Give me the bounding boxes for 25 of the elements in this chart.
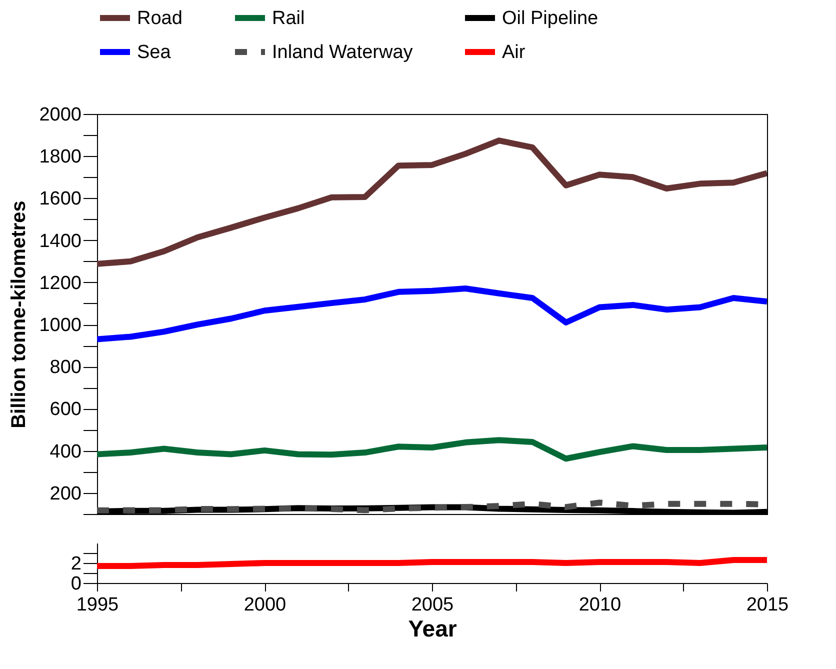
- legend-label: Inland Waterway: [272, 42, 414, 63]
- y-tick-label: 600: [50, 399, 82, 420]
- y-tick-label: 1800: [39, 146, 82, 168]
- y-tick-label: 1600: [39, 188, 82, 210]
- x-tick-label: 1995: [76, 594, 119, 616]
- y-tick-label: 1000: [39, 315, 82, 336]
- y-tick-label: 2: [70, 554, 82, 574]
- y-tick-label: 0: [70, 574, 82, 594]
- y-tick-label: 2000: [39, 104, 82, 126]
- x-tick-label: 2015: [746, 594, 789, 616]
- y-tick-label: 1200: [39, 272, 82, 294]
- x-tick-label: 2000: [244, 594, 286, 616]
- legend-label: Road: [137, 8, 182, 29]
- legend-label: Sea: [137, 42, 172, 63]
- x-axis-title: Year: [408, 616, 457, 642]
- legend-label: Rail: [272, 8, 305, 29]
- y-axis-title: Billion tonne-kilometres: [8, 200, 30, 428]
- x-tick-label: 2005: [411, 594, 454, 616]
- legend-label: Oil Pipeline: [502, 8, 598, 29]
- y-tick-label: 400: [50, 441, 82, 462]
- y-tick-label: 200: [50, 483, 82, 504]
- y-tick-label: 800: [50, 357, 82, 378]
- x-tick-label: 2010: [578, 594, 622, 616]
- legend-label: Air: [502, 42, 526, 63]
- y-tick-label: 1400: [39, 230, 82, 252]
